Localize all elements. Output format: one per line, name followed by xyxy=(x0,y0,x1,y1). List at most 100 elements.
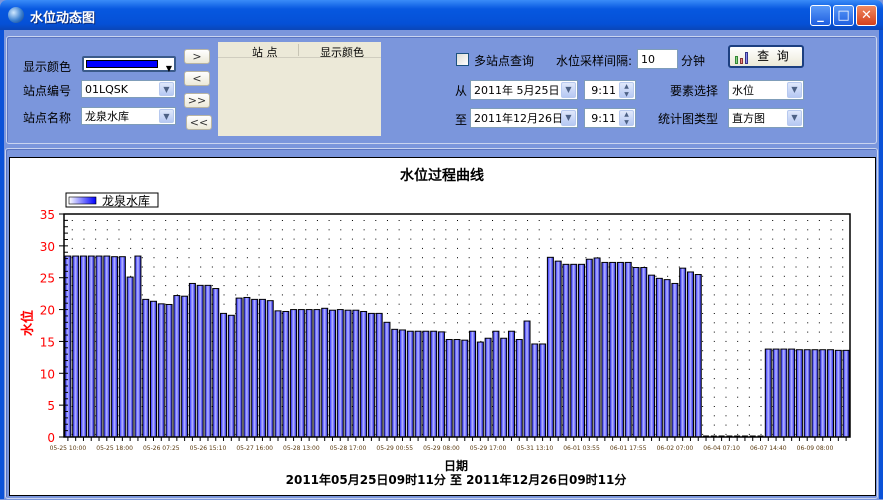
from-date-value: 2011年 5月25日 xyxy=(474,84,560,97)
bar xyxy=(375,312,383,438)
chevron-down-icon: ▼ xyxy=(159,109,174,123)
y-tick-label: 0 xyxy=(47,431,55,445)
bar xyxy=(484,337,492,438)
y-tick-label: 15 xyxy=(40,335,55,349)
bar xyxy=(624,261,632,438)
from-date-picker[interactable]: 2011年 5月25日 ▼ xyxy=(470,80,578,100)
station-list[interactable]: 站 点 显示颜色 xyxy=(218,42,381,136)
chevron-down-icon: ▼ xyxy=(561,110,576,126)
legend-swatch xyxy=(68,196,97,205)
x-tick-label: 05-31 13:10 xyxy=(517,445,554,452)
query-label: 查 询 xyxy=(757,49,789,63)
to-time-spinner[interactable]: 9:11 ▲ ▼ xyxy=(584,108,636,128)
y-tick-label: 30 xyxy=(40,240,55,254)
from-time-spinner[interactable]: 9:11 ▲ ▼ xyxy=(584,80,636,100)
to-date-picker[interactable]: 2011年12月26日 ▼ xyxy=(470,108,578,128)
globe-icon xyxy=(8,7,24,23)
add-all-button[interactable]: >> xyxy=(184,93,210,108)
bar xyxy=(118,256,126,438)
bar xyxy=(601,261,609,438)
x-tick-label: 05-28 17:00 xyxy=(330,445,367,452)
y-tick-label: 10 xyxy=(40,367,55,381)
bar xyxy=(694,274,702,438)
bar xyxy=(290,309,298,438)
x-tick-label: 05-29 00:55 xyxy=(376,445,413,452)
remove-all-button[interactable]: << xyxy=(186,115,212,130)
maximize-icon[interactable]: □ xyxy=(833,5,854,26)
bar xyxy=(819,349,827,438)
chart-type-select[interactable]: 直方图 ▼ xyxy=(728,108,804,128)
bar xyxy=(842,349,850,438)
bar xyxy=(500,337,508,438)
bar xyxy=(430,330,438,438)
element-select[interactable]: 水位 ▼ xyxy=(728,80,804,100)
bars xyxy=(64,255,850,438)
bar xyxy=(507,330,515,438)
bar xyxy=(95,255,103,438)
minimize-icon[interactable]: _ xyxy=(810,5,831,26)
chevron-down-icon: ▼ xyxy=(165,64,172,73)
x-tick-label: 05-29 08:00 xyxy=(423,445,460,452)
to-time-value: 9:11 xyxy=(591,112,616,125)
bar xyxy=(469,330,477,438)
station-name-label: 站点名称 xyxy=(23,111,72,125)
bar xyxy=(367,312,375,438)
color-label: 显示颜色 xyxy=(23,60,72,74)
x-tick-label: 06-01 03:55 xyxy=(563,445,600,452)
bar xyxy=(360,310,368,438)
multi-station-checkbox[interactable] xyxy=(456,53,469,66)
station-name-select[interactable]: 龙泉水库 ▼ xyxy=(81,107,176,125)
bar xyxy=(531,343,539,438)
bar xyxy=(834,349,842,438)
color-select[interactable]: ▼ xyxy=(82,56,176,73)
color-swatch xyxy=(86,60,158,68)
bar xyxy=(764,348,772,438)
bar xyxy=(282,310,290,438)
x-tick-label: 05-25 10:00 xyxy=(50,445,87,452)
bar xyxy=(251,298,259,438)
title-bar[interactable]: 水位动态图 _ □ ✕ xyxy=(0,0,883,30)
interval-unit: 分钟 xyxy=(681,54,706,68)
bar xyxy=(414,330,422,438)
spinner-icon[interactable]: ▲ ▼ xyxy=(619,82,634,98)
bar xyxy=(157,303,165,438)
bar xyxy=(671,282,679,438)
add-button[interactable]: > xyxy=(184,49,210,64)
chart-type-value: 直方图 xyxy=(732,112,765,125)
list-header-color[interactable]: 显示颜色 xyxy=(320,46,364,59)
bar xyxy=(165,303,173,438)
bar xyxy=(134,255,142,438)
bar xyxy=(663,279,671,438)
axes: 0 5 10 15 20 25 30 35 05-25 10:00 05-25 18:00 05-2… xyxy=(40,208,851,452)
bar xyxy=(632,267,640,438)
bar xyxy=(476,341,484,438)
chevron-down-icon: ▼ xyxy=(787,110,802,126)
to-label: 至 xyxy=(455,113,468,127)
chevron-down-icon: ▼ xyxy=(787,82,802,98)
bar xyxy=(313,309,321,438)
bar xyxy=(79,255,87,438)
bar xyxy=(780,348,788,438)
bar xyxy=(578,263,586,438)
station-code-select[interactable]: 01LQSK ▼ xyxy=(81,80,176,98)
close-icon[interactable]: ✕ xyxy=(856,5,877,26)
legend: 龙泉水库 xyxy=(65,192,159,208)
bar xyxy=(142,298,150,438)
bar xyxy=(399,329,407,438)
interval-input[interactable]: 10 xyxy=(637,49,678,69)
bar xyxy=(305,309,313,438)
chart-type-label: 统计图类型 xyxy=(658,112,719,126)
bar xyxy=(220,312,228,438)
x-tick-label: 05-27 16:00 xyxy=(236,445,273,452)
bar xyxy=(321,307,329,438)
bar xyxy=(570,263,578,438)
spinner-icon[interactable]: ▲ ▼ xyxy=(619,110,634,126)
query-button[interactable]: 查 询 xyxy=(728,45,804,68)
remove-button[interactable]: < xyxy=(184,71,210,86)
bar xyxy=(181,295,189,438)
bar xyxy=(539,343,547,438)
column-divider xyxy=(298,44,299,56)
list-header-station[interactable]: 站 点 xyxy=(252,46,278,59)
bar xyxy=(795,349,803,438)
bar xyxy=(266,300,274,438)
